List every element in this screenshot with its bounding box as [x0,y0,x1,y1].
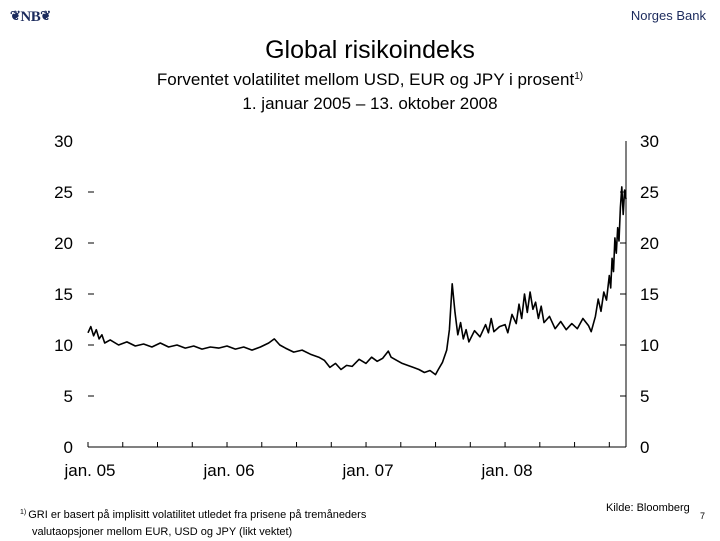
logo-symbol-icon-right: ❦ [40,8,51,23]
x-axis-ticks: jan. 05 jan. 06 jan. 07 jan. 08 [63,442,610,480]
logo-symbol-icon: ❦ [10,8,21,23]
footnote: 1) GRI er basert på implisitt volatilitet… [20,504,366,541]
slide-subtitle: Forventet volatilitet mellom USD, EUR og… [0,70,720,90]
page-number: 7 [700,511,706,521]
y-tick-label-right: 25 [640,183,659,202]
x-tick-label: jan. 05 [63,461,115,480]
footnote-line-2: valutaopsjoner mellom EUR, USD og JPY (l… [32,526,293,538]
y-tick-label-left: 10 [54,336,73,355]
y-tick-label-left: 30 [54,132,73,151]
slide-title: Global risikoindeks [265,36,475,64]
chart-series [87,186,627,376]
subtitle-line-1: Forventet volatilitet mellom USD, EUR og… [156,70,575,89]
y-tick-label-right: 10 [640,336,659,355]
y-tick-label-left: 25 [54,183,73,202]
left-axis-ticks: 0 5 10 15 20 25 30 [54,132,94,457]
right-axis-ticks: 0 5 10 15 20 25 30 [620,132,659,457]
y-tick-label-right: 30 [640,132,659,151]
y-tick-label-left: 15 [54,285,73,304]
y-tick-label-right: 0 [640,438,649,457]
y-tick-label-left: 5 [64,387,73,406]
x-tick-label: jan. 07 [342,461,394,480]
y-tick-label-left: 20 [54,234,73,253]
chart-axes [88,141,627,448]
series-line-gri [87,186,627,376]
subtitle-note-marker: 1) [574,71,584,82]
y-tick-label-left: 0 [64,438,73,457]
x-tick-label: jan. 08 [481,461,533,480]
y-tick-label-right: 15 [640,285,659,304]
source-label: Kilde: Bloomberg [606,502,690,514]
norges-bank-logo: ❦NB❦ [10,8,51,26]
organization-name: Norges Bank [630,8,706,23]
logo-text: NB [20,9,41,25]
y-tick-label-right: 5 [640,387,649,406]
x-tick-label: jan. 06 [202,461,254,480]
subtitle-date-range: 1. januar 2005 – 13. oktober 2008 [242,94,498,113]
footnote-marker: 1) [20,509,27,516]
footnote-line-1: GRI er basert på implisitt volatilitet u… [28,509,367,521]
y-tick-label-right: 20 [640,234,659,253]
